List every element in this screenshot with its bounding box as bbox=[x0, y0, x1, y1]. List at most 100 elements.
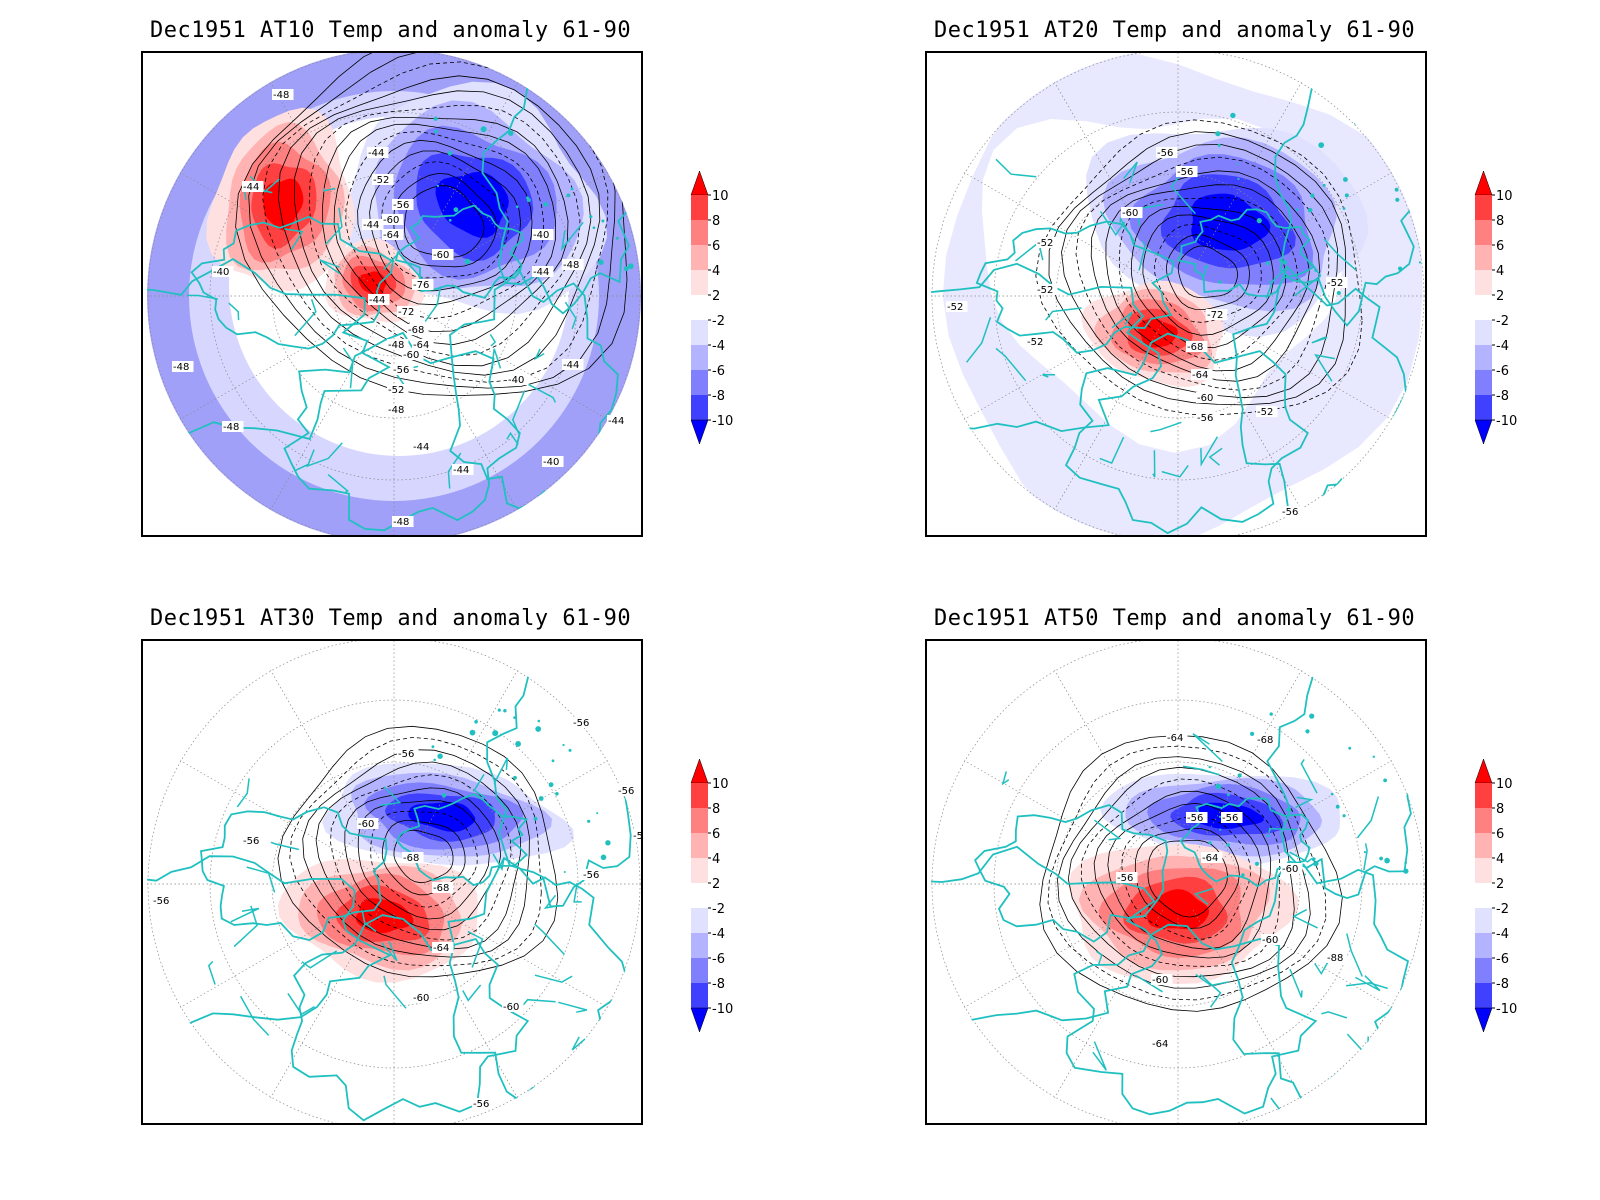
island bbox=[632, 176, 635, 179]
island bbox=[433, 758, 437, 762]
meridian-line bbox=[270, 81, 380, 271]
colorbar-tick-label: 6 bbox=[1496, 239, 1504, 254]
country-border bbox=[1208, 447, 1223, 466]
island bbox=[1226, 843, 1230, 847]
country-border bbox=[558, 1001, 587, 1013]
isotherm-contour bbox=[1165, 234, 1250, 311]
island bbox=[1403, 868, 1409, 874]
country-border bbox=[1268, 827, 1298, 833]
colorbar-swatch bbox=[1475, 395, 1492, 420]
island bbox=[503, 244, 506, 247]
colorbar-at10: 10 8 6 4 2 -2 -4 -6 -8 -10 bbox=[690, 170, 733, 445]
contour-label-bg bbox=[367, 147, 389, 158]
contour-label: -60 bbox=[383, 215, 399, 226]
island bbox=[592, 226, 596, 229]
meridian-line bbox=[408, 81, 518, 271]
contour-label: -76 bbox=[413, 280, 429, 291]
meridian-line bbox=[1192, 669, 1302, 859]
contour-label-bg bbox=[632, 830, 641, 841]
colorbar-tick-label: -2 bbox=[1496, 314, 1509, 329]
country-border bbox=[342, 347, 354, 389]
island bbox=[447, 150, 453, 156]
isotherm-contour bbox=[1121, 815, 1252, 940]
contour-label-bg bbox=[472, 1098, 494, 1109]
isotherm-contour bbox=[393, 829, 454, 884]
contour-label-bg bbox=[402, 852, 424, 863]
colorbar-swatch bbox=[1475, 833, 1492, 858]
country-border bbox=[489, 333, 497, 347]
country-border bbox=[1161, 464, 1189, 478]
isotherm-contour bbox=[381, 161, 510, 279]
contour-label-bg bbox=[1221, 812, 1243, 823]
map-at10: -48 -44 -44 -44 -40 -44 -48 -52 -56 -60 -64 -60 -76-… bbox=[141, 51, 643, 537]
country-border bbox=[361, 910, 377, 933]
contour-label-bg bbox=[242, 181, 264, 192]
contour-label-bg bbox=[1326, 277, 1348, 288]
coastline bbox=[1064, 332, 1309, 535]
island bbox=[464, 258, 471, 265]
colorbar-swatch bbox=[1475, 983, 1492, 1008]
contour-label: -48 bbox=[388, 405, 404, 416]
country-border bbox=[1289, 968, 1303, 998]
colorbar-tick-label: -6 bbox=[712, 364, 725, 379]
coastline bbox=[931, 262, 1163, 433]
polar-map-svg: -56 -56 -56 -60 -56 -56 -56 -68 -68 -64 -60 -60 -56 -… bbox=[147, 641, 641, 1123]
colorbar-tick-label: -10 bbox=[712, 1002, 733, 1017]
contour-label: -68 bbox=[1187, 342, 1203, 353]
country-border bbox=[287, 992, 315, 1016]
island bbox=[441, 793, 447, 798]
island bbox=[1385, 133, 1389, 138]
contour-label: -56 bbox=[243, 836, 259, 847]
country-border bbox=[1293, 261, 1322, 297]
contour-label: -64 bbox=[1192, 370, 1208, 381]
contour-label-bg bbox=[412, 339, 434, 350]
contour-label: -52 bbox=[1037, 238, 1053, 249]
country-border bbox=[1092, 1041, 1107, 1071]
colorbar-swatch bbox=[1475, 908, 1492, 933]
isotherm-contour bbox=[1039, 735, 1343, 1012]
contour-label-bg bbox=[392, 364, 414, 375]
contour-label-bg bbox=[1281, 863, 1303, 874]
contour-label-bg bbox=[357, 818, 379, 829]
country-border bbox=[591, 455, 609, 480]
colorbar-swatch bbox=[1475, 295, 1492, 320]
island bbox=[510, 253, 513, 256]
country-border bbox=[467, 930, 484, 968]
colorbar-swatch bbox=[1475, 370, 1492, 395]
contour-label: -60 bbox=[1282, 864, 1298, 875]
contour-label-bg bbox=[507, 374, 529, 385]
contour-label-bg bbox=[387, 339, 409, 350]
colorbar-tick-label: -4 bbox=[712, 927, 725, 942]
contour-label-bg bbox=[1156, 147, 1178, 158]
island bbox=[1307, 207, 1313, 213]
colorbar-at30: 10 8 6 4 2 -2 -4 -6 -8 -10 bbox=[690, 758, 733, 1033]
isotherm-contour bbox=[357, 139, 533, 306]
island bbox=[1215, 131, 1221, 137]
country-border bbox=[324, 207, 343, 246]
colorbar-tick-label: 10 bbox=[1496, 777, 1513, 792]
colorbar-tick-label: 4 bbox=[1496, 264, 1504, 279]
panel-title-at30: Dec1951 AT30 Temp and anomaly 61-90 bbox=[150, 606, 632, 631]
country-border bbox=[323, 187, 336, 192]
country-border bbox=[236, 778, 250, 808]
country-border bbox=[1042, 374, 1056, 378]
island bbox=[1250, 731, 1255, 736]
meridian-line bbox=[419, 172, 609, 282]
coastline bbox=[1176, 208, 1315, 297]
island bbox=[605, 726, 611, 732]
colorbar-tick-label: -2 bbox=[1496, 902, 1509, 917]
country-border bbox=[1099, 211, 1126, 237]
coastline bbox=[147, 258, 391, 441]
country-border bbox=[1346, 982, 1388, 990]
contour-label-bg bbox=[617, 785, 639, 796]
isotherm-contour bbox=[1130, 206, 1286, 349]
contour-label: -56 bbox=[618, 786, 634, 797]
island bbox=[615, 181, 620, 187]
country-border bbox=[978, 1052, 1002, 1066]
country-border bbox=[573, 882, 582, 903]
polar-map-svg: -48-44-44-44-40-44-48-52-56-60-64-60-76-… bbox=[147, 53, 641, 535]
island bbox=[515, 741, 521, 747]
latitude-circle bbox=[333, 235, 455, 357]
country-border bbox=[534, 923, 565, 956]
contour-label-bg bbox=[1176, 166, 1198, 177]
